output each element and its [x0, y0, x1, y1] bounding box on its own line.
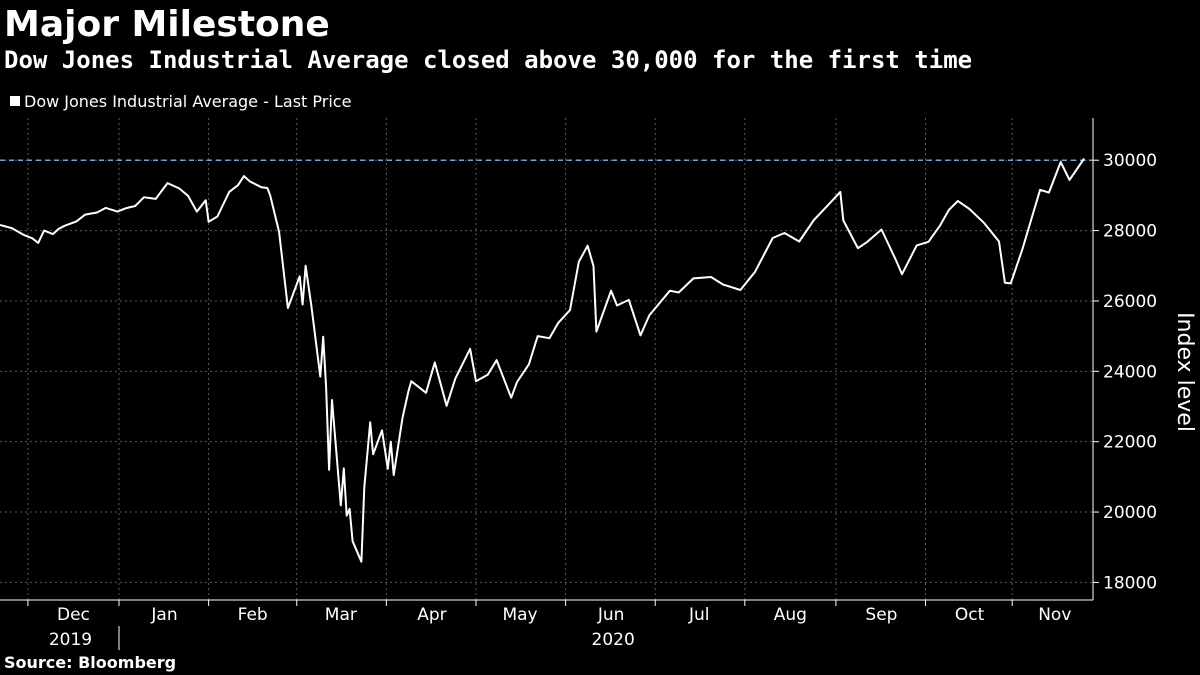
year-label-2019: 2019 [49, 630, 92, 650]
x-tick-label-oct: Oct [955, 605, 985, 625]
x-tick-label-apr: Apr [417, 605, 446, 625]
gridlines [0, 118, 1093, 600]
x-tick-label-feb: Feb [238, 605, 268, 625]
legend-label: Dow Jones Industrial Average - Last Pric… [24, 91, 352, 111]
year-label-2020: 2020 [592, 630, 635, 650]
legend-swatch [10, 96, 20, 106]
x-tick-label-jan: Jan [150, 605, 177, 625]
x-tick-label-nov: Nov [1038, 605, 1071, 625]
x-tick-label-may: May [502, 605, 537, 625]
series-line-dow-jones [0, 157, 1086, 563]
y-tick-label-28000: 28000 [1103, 222, 1157, 242]
axes: 18000 20000 22000 24000 26000 28000 30000 Dec Ja… [0, 118, 1157, 650]
y-axis-label: Index level [1172, 312, 1197, 432]
x-tick-label-jun: Jun [597, 605, 625, 625]
x-tick-label-jul: Jul [688, 605, 710, 625]
y-tick-label-18000: 18000 [1103, 573, 1157, 593]
source-note: Source: Bloomberg [4, 653, 177, 672]
y-tick-label-30000: 30000 [1103, 151, 1157, 171]
y-tick-label-26000: 26000 [1103, 292, 1157, 312]
x-tick-label-dec: Dec [57, 605, 90, 625]
x-tick-label-mar: Mar [325, 605, 357, 625]
chart-title: Major Milestone [4, 4, 330, 45]
x-tick-label-aug: Aug [774, 605, 807, 625]
y-tick-label-20000: 20000 [1103, 503, 1157, 523]
y-tick-label-24000: 24000 [1103, 362, 1157, 382]
legend: Dow Jones Industrial Average - Last Pric… [10, 91, 351, 111]
y-tick-label-22000: 22000 [1103, 433, 1157, 453]
x-tick-label-sep: Sep [865, 605, 897, 625]
chart-subtitle: Dow Jones Industrial Average closed abov… [4, 46, 973, 74]
